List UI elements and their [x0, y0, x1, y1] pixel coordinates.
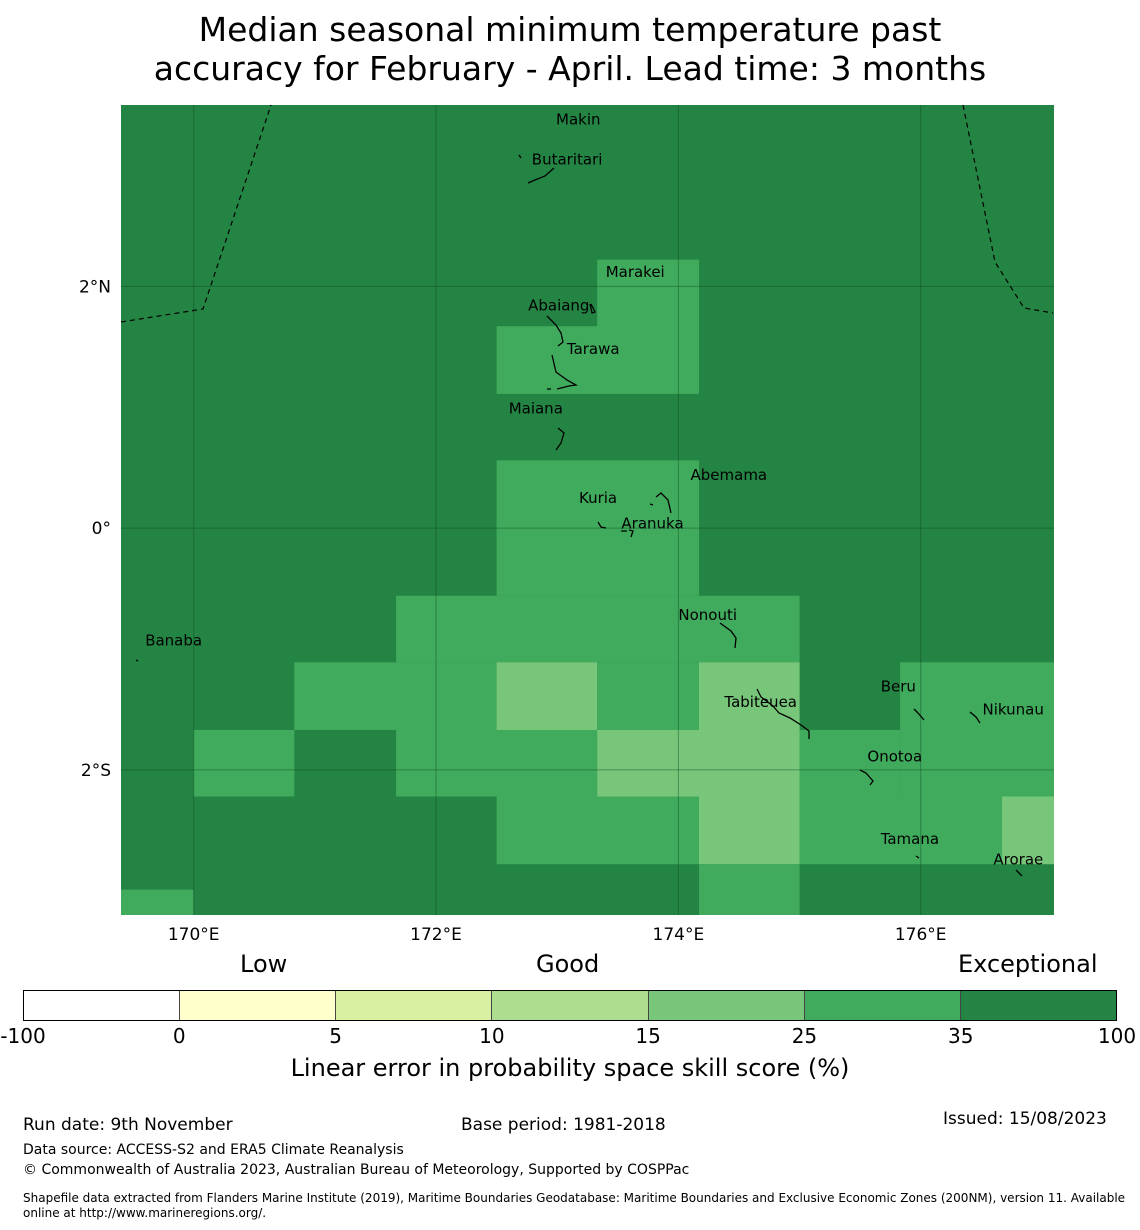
- colorbar-title: Linear error in probability space skill …: [290, 1054, 850, 1082]
- skill-cell-very_good: [496, 796, 699, 865]
- colorbar-tick-label: 100: [1097, 1024, 1137, 1048]
- title-line-1: Median seasonal minimum temperature past: [198, 10, 942, 49]
- skill-cell-good: [496, 662, 598, 730]
- skill-cell-very_good: [799, 796, 1002, 865]
- lon-tick-label: 170°E: [168, 925, 220, 945]
- skill-cell-very_good: [294, 662, 497, 730]
- colorbar-segment: [24, 991, 181, 1020]
- island-label-kuria: Kuria: [579, 489, 617, 507]
- skill-cell-good: [1001, 796, 1054, 865]
- island-label-marakei: Marakei: [606, 263, 665, 281]
- category-good: Good: [536, 950, 600, 978]
- category-exceptional: Exceptional: [958, 950, 1098, 978]
- island-label-tamana: Tamana: [880, 830, 939, 848]
- axis-ticks: 170°E 172°E 174°E 176°E 2°N 0° 2°S: [79, 277, 947, 945]
- skill-cell-very_good: [597, 662, 699, 730]
- island-label-maiana: Maiana: [509, 399, 563, 417]
- lon-tick-label: 172°E: [410, 925, 462, 945]
- eez-boundaries: [120, 104, 1054, 323]
- colorbar-segment: [492, 991, 649, 1020]
- tamana-coast: [915, 855, 920, 859]
- colorbar-segment: [804, 991, 961, 1020]
- tarawa-coast: [547, 354, 579, 390]
- island-label-abaiang: Abaiang: [528, 297, 589, 315]
- skill-cell-very_good: [496, 326, 699, 394]
- colorbar-tick-label: -100: [0, 1024, 46, 1048]
- island-label-nonouti: Nonouti: [678, 606, 737, 624]
- maiana-coast: [555, 427, 565, 451]
- data-source: Data source: ACCESS-S2 and ERA5 Climate …: [23, 1142, 404, 1158]
- kuria-coast: [597, 521, 607, 529]
- butaritari-coast: [527, 167, 555, 184]
- colorbar-tick-label: 25: [791, 1024, 818, 1048]
- colorbar-segment: [648, 991, 805, 1020]
- skill-cell-good: [597, 730, 800, 797]
- island-label-butaritari: Butaritari: [532, 150, 603, 168]
- marakei-coast: [589, 303, 596, 314]
- colorbar-tick-label: 15: [635, 1024, 661, 1048]
- onotoa-coast: [859, 769, 874, 786]
- skill-cell-very_good: [396, 730, 598, 797]
- run-date: Run date: 9th November: [23, 1115, 233, 1135]
- eez-boundary-east: [962, 104, 1054, 314]
- skill-cell-very_good: [121, 889, 194, 915]
- colorbar-segment: [180, 991, 337, 1020]
- abemama-coast: [649, 492, 672, 514]
- island-label-arorae: Arorae: [993, 850, 1043, 868]
- island-label-nikunau: Nikunau: [983, 701, 1044, 719]
- colorbar-tick-label: 0: [172, 1024, 186, 1048]
- skill-cells: [121, 105, 1054, 915]
- skill-cell-good: [699, 662, 800, 730]
- island-label-tabiteuea: Tabiteuea: [723, 693, 797, 711]
- abaiang-coast: [546, 315, 564, 347]
- arorae-coast: [1015, 869, 1023, 877]
- skill-cell-very_good: [799, 730, 901, 797]
- copyright: © Commonwealth of Australia 2023, Austra…: [23, 1162, 690, 1178]
- banaba-coast: [135, 659, 139, 662]
- title-line-2: accuracy for February - April. Lead time…: [153, 49, 987, 88]
- skill-cell-very_good: [699, 864, 800, 915]
- island-label-makin: Makin: [556, 111, 601, 129]
- beru-coast: [913, 708, 925, 721]
- skill-map: Makin Butaritari Marakei Abaiang Tarawa Maian…: [79, 104, 1054, 945]
- island-label-banaba: Banaba: [145, 632, 202, 650]
- makin-coast: [518, 154, 522, 159]
- island-label-beru: Beru: [881, 678, 916, 696]
- colorbar: [23, 990, 1117, 1021]
- lat-tick-label: 2°N: [79, 277, 111, 297]
- lon-tick-label: 174°E: [653, 925, 705, 945]
- island-labels: Makin Butaritari Marakei Abaiang Tarawa Maian…: [145, 111, 1044, 869]
- graticule: [121, 105, 1054, 915]
- skill-cell-very_good: [396, 595, 800, 663]
- base-period: Base period: 1981-2018: [461, 1115, 666, 1135]
- colorbar-tick-label: 10: [479, 1024, 505, 1048]
- skill-cell-very_good: [496, 460, 699, 596]
- island-label-tarawa: Tarawa: [566, 340, 620, 358]
- island-coastlines: [135, 154, 1023, 877]
- tabiteuea-coast: [756, 688, 810, 739]
- skill-cell-good: [699, 796, 800, 865]
- lon-tick-label: 176°E: [895, 925, 947, 945]
- colorbar-tick-label: 5: [329, 1024, 342, 1048]
- island-label-aranuka: Aranuka: [621, 514, 683, 532]
- colorbar-tick-label: 35: [947, 1024, 974, 1048]
- skill-cell-very_good: [900, 730, 1054, 797]
- lat-tick-label: 0°: [92, 519, 111, 539]
- lat-tick-label: 2°S: [81, 761, 111, 781]
- nikunau-coast: [969, 711, 981, 724]
- island-label-onotoa: Onotoa: [867, 748, 922, 766]
- island-label-abemama: Abemama: [691, 466, 768, 484]
- nonouti-coast: [719, 622, 737, 649]
- issued-date: Issued: 15/08/2023: [943, 1109, 1107, 1129]
- colorbar-segment: [336, 991, 493, 1020]
- map-title: Median seasonal minimum temperature past…: [0, 10, 1140, 88]
- skill-cell-very_good: [193, 730, 295, 797]
- shapefile-credit: Shapefile data extracted from Flanders M…: [23, 1191, 1126, 1220]
- aranuka-coast: [621, 529, 634, 538]
- colorbar-segment: [960, 991, 1116, 1020]
- category-low: Low: [240, 950, 288, 978]
- eez-boundary-west: [120, 104, 272, 323]
